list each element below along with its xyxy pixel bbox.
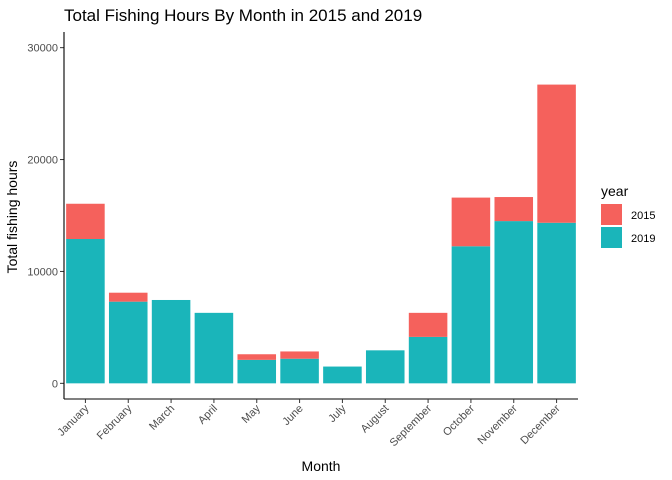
bar-2019-november bbox=[494, 221, 534, 384]
bar-2019-february bbox=[108, 301, 148, 384]
bars-group bbox=[66, 84, 576, 384]
legend-title: year bbox=[601, 183, 629, 199]
x-tick-label: October bbox=[441, 402, 477, 438]
x-tick-label: June bbox=[280, 403, 305, 428]
bar-2019-may bbox=[237, 359, 277, 384]
bar-2015-october bbox=[451, 197, 491, 247]
x-tick-label: January bbox=[55, 402, 92, 439]
x-tick-label: May bbox=[240, 402, 264, 426]
legend: year 2015 2019 bbox=[601, 183, 655, 248]
x-axis-title: Month bbox=[302, 458, 341, 474]
x-tick-label: March bbox=[147, 403, 177, 433]
x-tick-label: February bbox=[95, 402, 135, 442]
bar-2019-january bbox=[66, 238, 105, 384]
bar-2015-november bbox=[494, 197, 534, 222]
x-tick-label: September bbox=[388, 402, 435, 449]
bar-2019-august bbox=[365, 350, 405, 384]
bar-2019-march bbox=[151, 299, 191, 384]
y-tick-label: 10000 bbox=[27, 266, 58, 278]
bar-2019-december bbox=[537, 222, 576, 384]
bar-2019-july bbox=[323, 366, 362, 384]
legend-swatch-2019 bbox=[601, 227, 622, 248]
x-tick-label: August bbox=[359, 403, 392, 436]
bar-2019-october bbox=[451, 246, 491, 384]
bar-2015-may bbox=[237, 354, 277, 360]
y-tick-label: 30000 bbox=[27, 43, 58, 55]
x-tick-label: July bbox=[326, 402, 349, 425]
y-tick-label: 20000 bbox=[27, 155, 58, 167]
bar-2015-january bbox=[66, 203, 105, 239]
bar-2019-september bbox=[408, 336, 448, 384]
y-axis-title: Total fishing hours bbox=[4, 161, 20, 274]
bar-2015-june bbox=[280, 351, 319, 359]
legend-label-2015: 2015 bbox=[631, 210, 655, 222]
x-axis-ticks: January February March April May June July Augu… bbox=[55, 399, 563, 449]
bar-2015-december bbox=[537, 84, 576, 223]
bar-2015-february bbox=[108, 292, 148, 302]
x-tick-label: April bbox=[196, 403, 220, 427]
legend-label-2019: 2019 bbox=[631, 233, 655, 245]
bar-2015-september bbox=[408, 312, 448, 337]
bar-2019-june bbox=[280, 358, 319, 384]
legend-swatch-2015 bbox=[601, 204, 622, 225]
bar-2019-april bbox=[194, 312, 234, 384]
y-axis-ticks: 0 10000 20000 30000 bbox=[27, 43, 64, 390]
x-tick-label: November bbox=[476, 402, 521, 447]
y-tick-label: 0 bbox=[52, 378, 58, 390]
x-tick-label: December bbox=[518, 402, 563, 447]
chart-title: Total Fishing Hours By Month in 2015 and… bbox=[64, 6, 422, 25]
